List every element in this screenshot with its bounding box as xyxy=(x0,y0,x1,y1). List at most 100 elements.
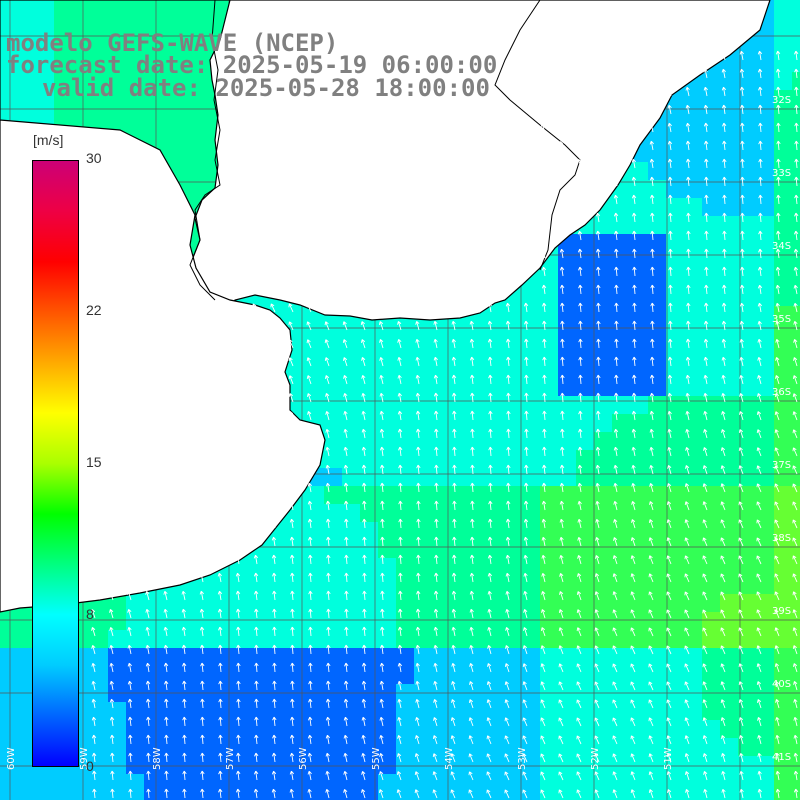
wind-arrow xyxy=(180,519,186,529)
wind-arrow xyxy=(380,482,385,493)
wind-arrow xyxy=(469,572,475,583)
wind-arrow xyxy=(361,789,366,799)
wind-arrow xyxy=(776,140,781,151)
wind-arrow xyxy=(542,374,547,385)
speed-cell xyxy=(774,36,792,54)
speed-cell xyxy=(594,702,612,720)
speed-cell xyxy=(144,702,162,720)
wind-arrow xyxy=(164,680,169,691)
wind-arrow xyxy=(577,500,582,511)
speed-cell xyxy=(792,108,800,126)
wind-arrow xyxy=(308,590,313,601)
wind-arrow xyxy=(290,626,295,637)
wind-arrow xyxy=(576,591,582,601)
speed-cell xyxy=(468,342,486,360)
wind-arrow xyxy=(757,375,762,385)
speed-cell xyxy=(684,198,702,216)
wind-arrow xyxy=(434,482,439,493)
wind-arrow xyxy=(182,662,187,673)
wind-arrow xyxy=(398,554,403,565)
wind-arrow xyxy=(398,500,403,511)
wind-arrow xyxy=(739,752,744,763)
wind-arrow xyxy=(704,212,709,223)
speed-cell xyxy=(720,576,738,594)
wind-arrow xyxy=(722,248,727,259)
wind-arrow xyxy=(254,608,259,619)
speed-cell xyxy=(180,54,198,72)
speed-cell xyxy=(630,666,648,684)
speed-cell xyxy=(684,360,702,378)
wind-arrow xyxy=(667,104,672,115)
wind-arrow xyxy=(343,392,348,403)
wind-arrow xyxy=(559,248,565,259)
wind-arrow xyxy=(756,501,762,511)
wind-arrow xyxy=(380,572,385,583)
speed-cell xyxy=(198,756,216,774)
speed-cell xyxy=(576,234,594,252)
speed-cell xyxy=(774,72,792,90)
speed-cell xyxy=(198,108,216,126)
speed-cell xyxy=(774,54,792,72)
wind-arrow xyxy=(110,734,115,745)
speed-cell xyxy=(450,504,468,522)
wind-arrow xyxy=(91,698,96,709)
wind-arrow xyxy=(738,591,744,601)
wind-arrow xyxy=(200,716,205,727)
wind-arrow xyxy=(379,698,384,709)
wind-arrow xyxy=(612,645,618,655)
speed-cell xyxy=(198,594,216,612)
wind-arrow xyxy=(720,735,726,745)
wind-arrow xyxy=(576,789,582,799)
speed-cell xyxy=(432,342,450,360)
wind-arrow xyxy=(668,176,673,187)
wind-arrow xyxy=(578,266,583,277)
wind-arrow xyxy=(577,158,582,169)
speed-cell xyxy=(36,90,54,108)
lat-label: 39S xyxy=(772,606,791,617)
speed-cell xyxy=(738,648,756,666)
wind-arrow xyxy=(524,356,529,367)
speed-cell xyxy=(126,666,144,684)
speed-cell xyxy=(684,576,702,594)
wind-arrow xyxy=(289,734,295,745)
wind-arrow xyxy=(559,464,565,475)
speed-cell xyxy=(0,792,18,800)
wind-arrow xyxy=(469,626,474,637)
speed-cell xyxy=(414,558,432,576)
wind-arrow xyxy=(433,302,438,313)
speed-cell xyxy=(684,630,702,648)
wind-arrow xyxy=(738,681,744,691)
speed-cell xyxy=(630,360,648,378)
speed-cell xyxy=(270,648,288,666)
speed-cell xyxy=(198,630,216,648)
speed-cell xyxy=(90,738,108,756)
speed-cell xyxy=(432,468,450,486)
wind-arrow xyxy=(396,303,402,313)
wind-arrow xyxy=(578,392,583,403)
speed-cell xyxy=(234,648,252,666)
speed-cell xyxy=(594,378,612,396)
speed-cell xyxy=(342,594,360,612)
speed-cell xyxy=(720,324,738,342)
speed-cell xyxy=(414,612,432,630)
wind-arrow xyxy=(109,644,114,655)
speed-cell xyxy=(558,666,576,684)
wind-arrow xyxy=(504,699,510,709)
wind-arrow xyxy=(738,465,744,475)
speed-cell xyxy=(576,666,594,684)
wind-arrow xyxy=(596,356,601,367)
speed-cell xyxy=(504,432,522,450)
speed-cell xyxy=(216,774,234,792)
speed-cell xyxy=(594,666,612,684)
speed-cell xyxy=(504,324,522,342)
wind-arrow xyxy=(577,141,582,151)
wind-arrow xyxy=(288,339,294,349)
wind-arrow xyxy=(704,302,709,313)
speed-cell xyxy=(468,756,486,774)
wind-arrow xyxy=(524,464,529,475)
speed-cell xyxy=(90,36,108,54)
wind-arrow xyxy=(775,320,780,331)
speed-cell xyxy=(576,450,594,468)
wind-arrow xyxy=(668,338,673,349)
speed-cell xyxy=(18,72,36,90)
